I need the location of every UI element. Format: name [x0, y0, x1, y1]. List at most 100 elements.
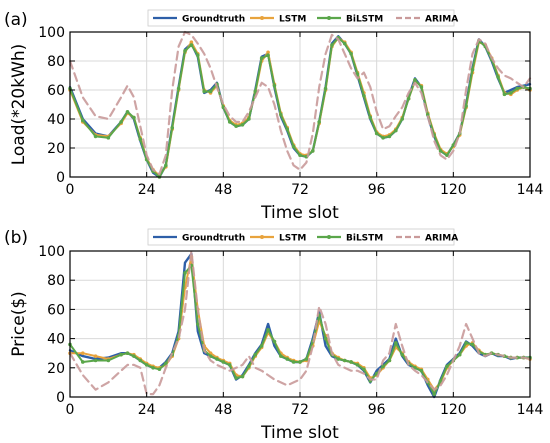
series-point-bilstm [266, 53, 270, 57]
series-point-bilstm [509, 91, 513, 95]
x-tick-label: 72 [291, 182, 309, 198]
series-point-bilstm [106, 136, 111, 140]
x-tick-label: 72 [291, 402, 309, 418]
series-point-bilstm [240, 123, 245, 127]
legend-label-groundtruth: Groundtruth [182, 234, 245, 244]
series-point-bilstm [400, 117, 405, 121]
y-tick-label: 40 [47, 332, 65, 348]
y-tick-label: 60 [47, 83, 65, 99]
x-tick-label: 96 [368, 402, 386, 418]
x-axis-title: Time slot [260, 423, 339, 443]
series-point-bilstm [330, 43, 334, 47]
series-point-bilstm [215, 357, 219, 361]
series-point-bilstm [323, 86, 328, 91]
series-point-bilstm [464, 104, 468, 108]
series-point-bilstm [515, 86, 520, 91]
series-point-bilstm [387, 134, 392, 139]
series-point-bilstm [279, 112, 283, 117]
x-tick-label: 24 [138, 402, 156, 418]
series-point-bilstm [317, 120, 321, 124]
x-tick-label: 0 [66, 182, 75, 198]
series-point-bilstm [253, 352, 258, 357]
series-point-bilstm [355, 363, 360, 367]
series-point-bilstm [80, 118, 85, 123]
series-point-bilstm [195, 322, 200, 326]
series-point-bilstm [132, 354, 136, 358]
series-point-bilstm [445, 364, 449, 369]
series-point-lstm [266, 50, 270, 55]
y-tick-label: 80 [47, 273, 65, 289]
series-point-bilstm [349, 51, 353, 56]
x-tick-label: 0 [66, 402, 75, 418]
series-point-bilstm [189, 43, 194, 47]
y-tick-label: 20 [47, 141, 65, 157]
series-point-bilstm [362, 94, 366, 98]
series-point-bilstm [119, 352, 123, 357]
x-tick-label: 120 [440, 402, 467, 418]
series-point-bilstm [310, 149, 315, 153]
series-point-bilstm [285, 127, 290, 131]
series-point-bilstm [285, 357, 290, 361]
x-axis-title: Time slot [260, 203, 339, 223]
series-point-bilstm [362, 367, 366, 372]
panel-label: (b) [4, 228, 28, 248]
y-tick-label: 100 [38, 25, 65, 41]
series-point-bilstm [406, 96, 411, 101]
series-point-bilstm [208, 89, 213, 94]
series-point-bilstm [413, 78, 417, 82]
series-point-bilstm [272, 83, 277, 88]
series-point-bilstm [387, 358, 392, 363]
legend-label-bilstm: BiLSTM [346, 15, 383, 25]
series-point-bilstm [279, 354, 283, 358]
series-point-bilstm [259, 56, 264, 60]
panel-price: (b) 0 24 48 72 96 120 144 0 20 40 60 80 100 Time slot P… [4, 228, 543, 443]
series-point-bilstm [304, 357, 309, 361]
panel-load: (a) 0 24 48 72 96 120 144 0 20 40 60 80 100 Time slot L… [4, 9, 543, 223]
series-point-bilstm [342, 358, 347, 363]
series-point-bilstm [266, 328, 270, 332]
legend-marker-lstm [260, 16, 264, 20]
series-point-bilstm [93, 134, 98, 139]
series-point-bilstm [164, 163, 168, 168]
series-point-bilstm [374, 131, 379, 136]
y-tick-label: 80 [47, 54, 65, 70]
series-point-bilstm [106, 358, 111, 363]
series-point-bilstm [298, 153, 302, 158]
series-point-bilstm [93, 358, 98, 363]
series-point-bilstm [394, 128, 398, 133]
series-point-bilstm [342, 41, 347, 46]
series-point-bilstm [157, 367, 162, 372]
series-point-lstm [80, 351, 85, 356]
series-point-bilstm [253, 89, 258, 94]
series-point-bilstm [247, 117, 251, 121]
series-point-bilstm [138, 358, 143, 363]
series-point-bilstm [394, 341, 398, 345]
y-tick-label: 60 [47, 302, 65, 318]
series-point-bilstm [125, 109, 130, 114]
legend-label-groundtruth: Groundtruth [182, 15, 245, 25]
series-point-lstm [189, 40, 194, 44]
series-point-bilstm [183, 271, 187, 275]
series-point-bilstm [119, 120, 123, 124]
series-point-bilstm [272, 339, 277, 344]
series-point-bilstm [400, 352, 405, 357]
series-point-bilstm [502, 92, 507, 97]
panel-label: (a) [4, 10, 28, 30]
series-point-bilstm [132, 115, 136, 120]
series-point-bilstm [457, 352, 462, 357]
series-point-bilstm [234, 376, 238, 380]
series-point-bilstm [176, 86, 181, 91]
series-point-bilstm [298, 360, 302, 364]
series-point-bilstm [432, 392, 436, 396]
series-point-bilstm [151, 366, 155, 370]
series-point-bilstm [234, 124, 238, 129]
series-point-bilstm [240, 374, 245, 379]
series-point-bilstm [247, 364, 251, 369]
series-point-bilstm [195, 53, 200, 57]
series-point-bilstm [438, 149, 443, 153]
series-point-bilstm [125, 351, 130, 356]
legend-box [147, 9, 455, 27]
series-point-bilstm [170, 125, 175, 130]
legend-label-bilstm: BiLSTM [346, 234, 383, 244]
